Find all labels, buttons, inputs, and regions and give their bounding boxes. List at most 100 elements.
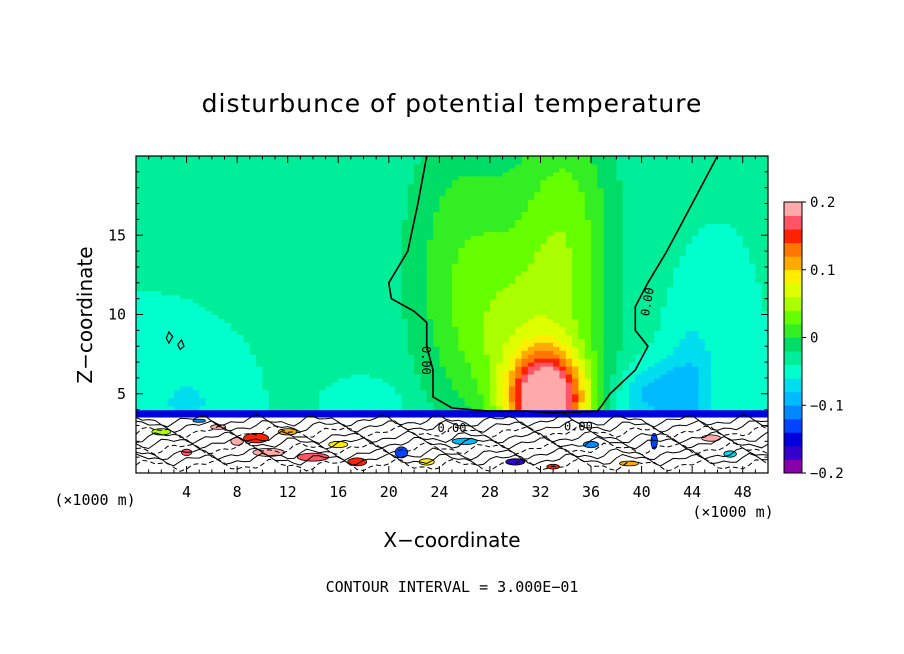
field-cell xyxy=(761,243,768,248)
field-cell xyxy=(281,310,289,316)
field-cell xyxy=(218,286,226,292)
field-cell xyxy=(698,401,706,407)
field-cell xyxy=(647,239,655,244)
field-cell xyxy=(224,274,232,280)
field-cell xyxy=(559,219,567,224)
field-cell xyxy=(534,322,542,327)
field-cell xyxy=(521,223,529,228)
field-cell xyxy=(325,298,333,304)
field-cell xyxy=(660,350,668,355)
field-cell xyxy=(660,366,668,371)
field-cell xyxy=(439,302,447,308)
field-cell xyxy=(742,302,750,308)
field-cell xyxy=(603,393,611,399)
field-cell xyxy=(142,259,150,264)
field-cell xyxy=(628,314,636,320)
field-cell xyxy=(540,354,548,359)
field-cell xyxy=(730,278,737,284)
field-cell xyxy=(647,290,655,296)
field-cell xyxy=(755,255,763,260)
field-cell xyxy=(717,298,725,304)
field-cell xyxy=(357,346,365,351)
field-cell xyxy=(294,401,301,407)
field-cell xyxy=(749,294,756,300)
field-cell xyxy=(281,262,289,268)
field-cell xyxy=(572,326,579,331)
field-cell xyxy=(591,274,598,280)
field-cell xyxy=(262,274,270,280)
field-cell xyxy=(306,274,314,280)
field-cell xyxy=(730,298,737,304)
field-cell xyxy=(534,290,542,296)
field-cell xyxy=(527,251,535,256)
field-cell xyxy=(331,358,339,363)
field-cell xyxy=(439,350,447,355)
field-cell xyxy=(388,239,396,244)
field-cell xyxy=(407,389,415,395)
field-cell xyxy=(647,322,655,327)
field-cell xyxy=(154,262,162,268)
field-cell xyxy=(502,318,510,324)
field-cell xyxy=(610,373,617,379)
field-cell xyxy=(483,243,491,248)
field-cell xyxy=(470,294,478,300)
field-cell xyxy=(268,393,276,399)
field-cell xyxy=(363,381,371,387)
field-cell xyxy=(730,294,737,300)
field-cell xyxy=(243,302,251,308)
field-cell xyxy=(306,413,314,419)
field-cell xyxy=(502,389,510,395)
field-cell xyxy=(167,362,175,367)
field-cell xyxy=(755,346,763,351)
field-cell xyxy=(521,326,529,331)
field-cell xyxy=(433,409,440,415)
field-cell xyxy=(173,413,181,419)
field-cell xyxy=(338,251,346,256)
field-cell xyxy=(647,377,655,383)
field-cell xyxy=(224,330,232,335)
field-cell xyxy=(489,354,497,359)
field-cell xyxy=(199,381,207,387)
field-cell xyxy=(679,298,687,304)
field-cell xyxy=(407,223,415,228)
field-cell xyxy=(407,227,415,232)
field-cell xyxy=(534,326,542,331)
field-cell xyxy=(755,409,763,415)
field-cell xyxy=(496,385,504,391)
field-cell xyxy=(685,385,693,391)
field-cell xyxy=(414,306,421,312)
field-cell xyxy=(439,255,447,260)
field-cell xyxy=(433,310,440,316)
field-cell xyxy=(559,377,567,383)
field-cell xyxy=(647,219,655,224)
field-cell xyxy=(414,278,421,284)
field-cell xyxy=(218,266,226,272)
field-cell xyxy=(256,306,263,312)
field-cell xyxy=(319,393,327,399)
field-cell xyxy=(635,409,643,415)
field-cell xyxy=(243,405,251,411)
field-cell xyxy=(186,405,194,411)
field-cell xyxy=(357,322,365,327)
field-cell xyxy=(616,397,624,403)
field-cell xyxy=(382,239,390,244)
field-cell xyxy=(546,286,554,292)
field-cell xyxy=(218,397,226,403)
field-cell xyxy=(142,389,150,395)
field-cell xyxy=(502,385,510,391)
field-cell xyxy=(148,290,156,296)
field-cell xyxy=(698,330,706,335)
field-cell xyxy=(521,306,529,312)
field-cell xyxy=(256,330,263,335)
field-cell xyxy=(388,227,396,232)
field-cell xyxy=(597,235,605,240)
field-cell xyxy=(584,366,592,371)
field-cell xyxy=(401,247,409,252)
field-cell xyxy=(553,346,561,351)
field-cell xyxy=(591,413,598,419)
field-cell xyxy=(591,219,598,224)
field-cell xyxy=(723,322,731,327)
field-cell xyxy=(704,354,712,359)
field-cell xyxy=(294,369,301,375)
field-cell xyxy=(458,354,466,359)
